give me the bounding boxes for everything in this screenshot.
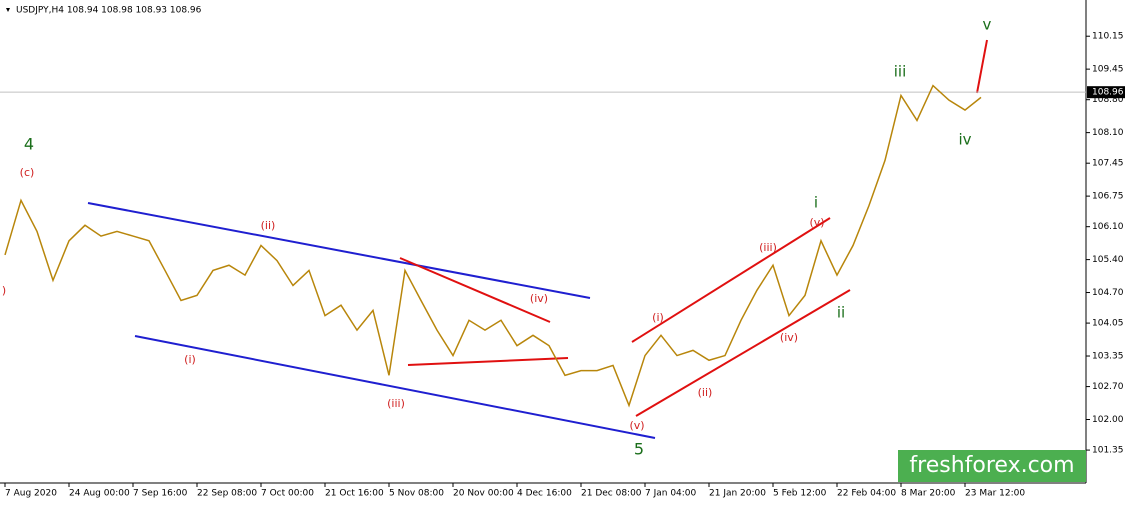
wave-label: iii bbox=[894, 63, 907, 81]
x-tick-label: 8 Mar 20:00 bbox=[901, 489, 956, 499]
watermark-box bbox=[898, 450, 1086, 482]
menu-arrow bbox=[6, 8, 10, 12]
y-tick-label: 108.80 bbox=[1092, 95, 1124, 105]
wave-label: ii bbox=[837, 304, 845, 322]
y-tick-label: 103.35 bbox=[1092, 352, 1124, 362]
wave-label: (v) bbox=[809, 216, 824, 229]
wave-label: (iii) bbox=[387, 397, 405, 410]
x-tick-label: 24 Aug 00:00 bbox=[69, 489, 130, 499]
y-tick-label: 105.40 bbox=[1092, 255, 1124, 265]
y-tick-label: 108.10 bbox=[1092, 128, 1124, 138]
y-tick-label: 109.45 bbox=[1092, 65, 1124, 75]
watermark: freshforex.com bbox=[909, 453, 1074, 478]
y-tick-label: 104.05 bbox=[1092, 319, 1124, 329]
wave-label: (ii) bbox=[698, 386, 713, 399]
x-tick-label: 22 Feb 04:00 bbox=[837, 489, 896, 499]
x-tick-label: 5 Feb 12:00 bbox=[773, 489, 827, 499]
wave-label: (i) bbox=[652, 311, 664, 324]
wave-label: 5 bbox=[634, 440, 644, 459]
trend-line bbox=[635, 289, 851, 417]
y-tick-label: 110.15 bbox=[1092, 32, 1124, 42]
wave-label: i bbox=[814, 194, 818, 212]
wave-label: (ii) bbox=[261, 219, 276, 232]
wave-label: (c) bbox=[20, 166, 35, 179]
y-tick-label: 104.70 bbox=[1092, 288, 1124, 298]
wave-label: (iv) bbox=[530, 292, 548, 305]
price-line bbox=[4, 84, 982, 408]
current-price-label: 108.96 bbox=[1092, 88, 1124, 98]
y-tick-label: 101.35 bbox=[1092, 446, 1124, 456]
x-tick-label: 7 Jan 04:00 bbox=[645, 489, 697, 499]
wave-label: iv bbox=[958, 131, 971, 149]
channel-line bbox=[87, 202, 591, 299]
wave-label: ) bbox=[2, 284, 6, 297]
x-tick-label: 21 Oct 16:00 bbox=[325, 489, 384, 499]
trend-line bbox=[631, 217, 831, 343]
x-tick-label: 22 Sep 08:00 bbox=[197, 489, 257, 499]
x-tick-label: 7 Aug 2020 bbox=[5, 489, 57, 499]
wave-label: (v) bbox=[629, 419, 644, 432]
x-tick-label: 23 Mar 12:00 bbox=[965, 489, 1025, 499]
y-tick-label: 106.10 bbox=[1092, 222, 1124, 232]
x-tick-label: 21 Dec 08:00 bbox=[581, 489, 642, 499]
wave-label: (iv) bbox=[780, 331, 798, 344]
x-tick-label: 20 Nov 00:00 bbox=[453, 489, 514, 499]
chart-title: USDJPY,H4 108.94 108.98 108.93 108.96 bbox=[16, 6, 202, 16]
x-tick-label: 5 Nov 08:00 bbox=[389, 489, 444, 499]
wave-label: (iii) bbox=[759, 241, 777, 254]
trend-line bbox=[407, 357, 569, 366]
channel-line bbox=[134, 335, 656, 439]
y-tick-label: 102.70 bbox=[1092, 382, 1124, 392]
x-tick-label: 7 Sep 16:00 bbox=[133, 489, 188, 499]
wave-label: v bbox=[983, 16, 992, 34]
trendlines bbox=[87, 39, 988, 439]
current-price-box bbox=[1087, 86, 1125, 99]
x-tick-label: 7 Oct 00:00 bbox=[261, 489, 314, 499]
trend-line bbox=[976, 39, 988, 94]
y-tick-label: 102.00 bbox=[1092, 415, 1124, 425]
y-tick-label: 106.75 bbox=[1092, 192, 1124, 202]
x-tick-label: 4 Dec 16:00 bbox=[517, 489, 572, 499]
wave-label: 4 bbox=[24, 135, 34, 154]
y-tick-label: 107.45 bbox=[1092, 159, 1124, 169]
trend-line bbox=[399, 257, 551, 323]
x-tick-label: 21 Jan 20:00 bbox=[709, 489, 766, 499]
wave-label: (i) bbox=[184, 353, 196, 366]
